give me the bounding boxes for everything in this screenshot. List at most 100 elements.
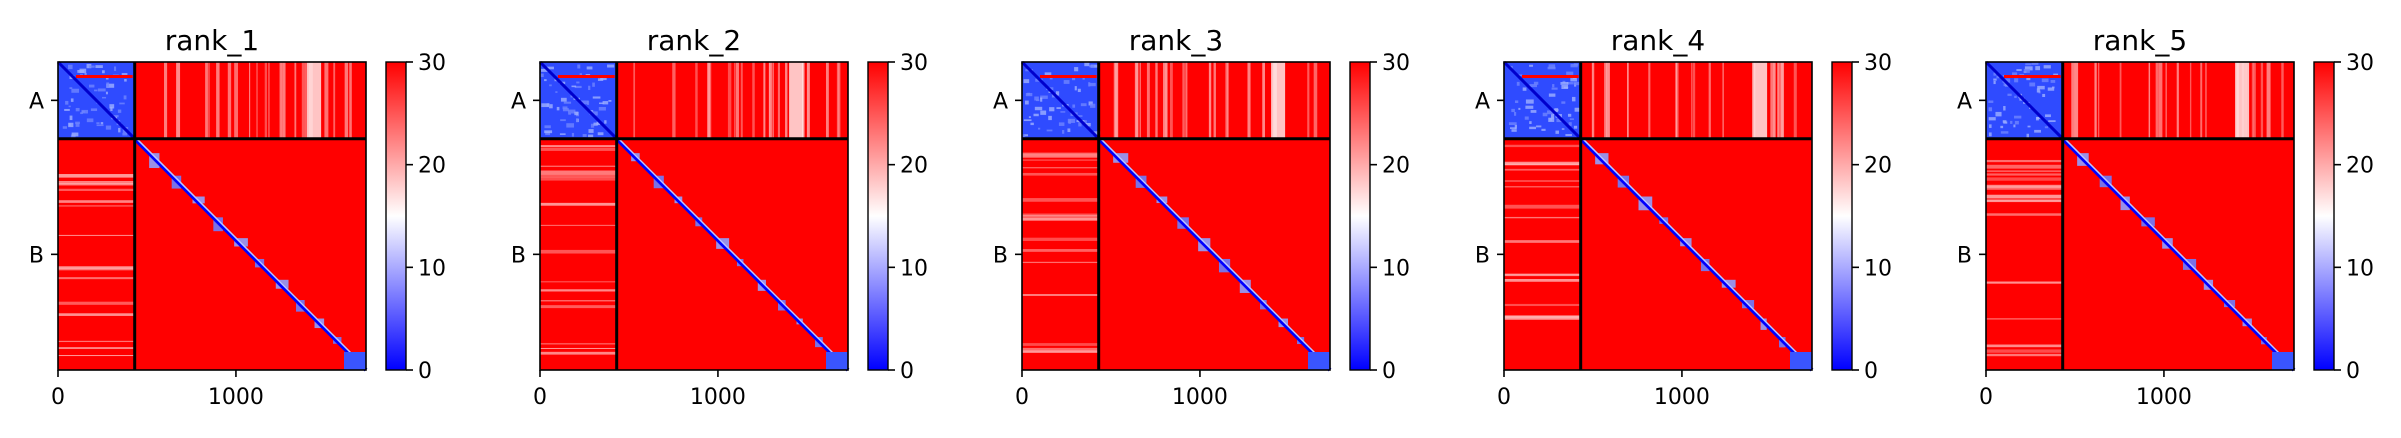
inter-chain-stripe — [1986, 344, 2063, 348]
chain-a-texture — [1574, 107, 1581, 112]
chain-a-texture — [1023, 119, 1032, 122]
inter-chain-stripe — [1208, 62, 1212, 139]
chain-a-texture — [105, 91, 108, 95]
inter-chain-stripe — [806, 62, 810, 139]
chain-a-texture — [1988, 107, 1993, 112]
inter-chain-stripe — [294, 62, 297, 139]
inter-chain-stripe — [1155, 62, 1158, 139]
chain-a-texture — [2019, 73, 2025, 76]
colorbar-tick-label: 30 — [1382, 51, 1410, 76]
chain-a-texture — [1082, 76, 1085, 80]
chain-a-texture — [2037, 85, 2045, 90]
chain-a-texture — [86, 118, 94, 123]
inter-chain-stripe — [344, 62, 349, 139]
chain-a-texture — [1551, 114, 1555, 119]
chain-a-texture — [1040, 95, 1048, 99]
chain-a-texture — [123, 95, 127, 100]
chain-a-texture — [1556, 118, 1563, 123]
chain-a-texture — [1088, 82, 1091, 87]
inter-chain-stripe — [268, 62, 270, 139]
inter-chain-stripe — [1605, 62, 1610, 139]
inter-chain-stripe — [1773, 62, 1776, 139]
inter-chain-stripe — [1022, 167, 1099, 169]
chain-a-diagonal — [538, 60, 618, 140]
chain-a-texture — [1529, 84, 1538, 88]
chain-a-texture — [70, 98, 74, 102]
chain-a-texture — [1055, 91, 1060, 96]
chain-a-texture — [588, 134, 594, 138]
inter-chain-stripe — [1022, 249, 1099, 252]
inter-chain-pale-band — [789, 62, 804, 139]
chain-a-texture — [544, 125, 551, 129]
chain-a-texture — [1024, 134, 1029, 137]
inter-chain-stripe — [1262, 62, 1265, 139]
inter-chain-stripe — [1022, 159, 1099, 161]
inter-chain-stripe — [1022, 294, 1099, 296]
chain-a-texture — [81, 109, 88, 114]
inter-chain-stripe — [58, 266, 135, 270]
chain-a-texture — [1525, 99, 1534, 104]
panel-title: rank_3 — [1129, 24, 1223, 57]
chain-a-texture — [75, 123, 80, 127]
chain-a-texture — [2007, 93, 2012, 96]
chain-a-texture — [2002, 74, 2006, 77]
inter-chain-stripe — [249, 62, 251, 139]
inter-chain-stripe — [1986, 159, 2063, 163]
inter-chain-stripe — [2158, 62, 2163, 139]
inter-chain-stripe — [2119, 62, 2122, 139]
chain-a-texture — [68, 105, 71, 108]
y-tick-label: B — [29, 243, 44, 268]
chain-a-diagonal — [1020, 60, 1100, 140]
inter-chain-stripe — [2266, 62, 2271, 139]
x-tick-label: 0 — [51, 385, 65, 410]
chain-a-texture — [80, 112, 83, 115]
inter-chain-stripe — [1213, 62, 1216, 139]
inter-chain-stripe — [58, 205, 135, 207]
chain-a-texture — [2016, 69, 2022, 71]
inter-chain-stripe — [164, 62, 168, 139]
chain-a-texture — [1566, 82, 1574, 85]
chain-a-texture — [69, 115, 73, 121]
chain-a-texture — [2048, 120, 2056, 123]
chain-a-texture — [71, 88, 80, 93]
inter-chain-stripe — [1022, 172, 1099, 176]
chain-a-texture — [75, 107, 80, 112]
chain-a-texture — [75, 121, 80, 125]
chain-a-texture — [1570, 78, 1577, 82]
chain-a-texture — [2035, 66, 2041, 71]
inter-chain-stripe — [58, 340, 135, 343]
chain-a-red-streak — [76, 75, 133, 78]
chain-a-texture — [96, 124, 104, 127]
chain-a-texture — [94, 89, 98, 92]
chain-a-texture — [64, 108, 70, 111]
chain-a-texture — [95, 65, 103, 69]
inter-chain-stripe — [1504, 144, 1581, 148]
chain-a-red-streak — [2004, 75, 2061, 78]
panel-title: rank_2 — [647, 24, 741, 57]
chain-a-texture — [69, 87, 73, 90]
chain-a-texture — [1530, 110, 1537, 113]
chain-a-texture — [608, 100, 612, 102]
inter-chain-stripe — [1135, 62, 1139, 139]
chain-a-texture — [597, 132, 604, 136]
x-tick-label: 1000 — [1654, 385, 1710, 410]
chain-a-texture — [586, 66, 593, 70]
pae-panel-1: rank_1 A B 0 1000 0 10 20 30 — [29, 24, 446, 410]
chain-a-texture — [1555, 130, 1559, 134]
chain-b-terminal-block — [2272, 352, 2294, 370]
inter-chain-stripe — [58, 313, 135, 316]
chain-a-texture — [70, 134, 76, 139]
chain-a-texture — [2036, 116, 2041, 120]
chain-a-texture — [1058, 122, 1065, 126]
chain-a-texture — [106, 83, 115, 88]
chain-a-texture — [106, 82, 110, 87]
chain-a-texture — [88, 84, 95, 88]
chain-a-texture — [2014, 120, 2019, 125]
x-tick-label: 1000 — [2136, 385, 2192, 410]
chain-a-texture — [2047, 87, 2055, 91]
colorbar-tick-label: 10 — [1382, 256, 1410, 281]
inter-chain-stripe — [2165, 62, 2167, 139]
inter-chain-pale-band — [1753, 62, 1768, 139]
inter-chain-stripe — [1113, 62, 1118, 139]
